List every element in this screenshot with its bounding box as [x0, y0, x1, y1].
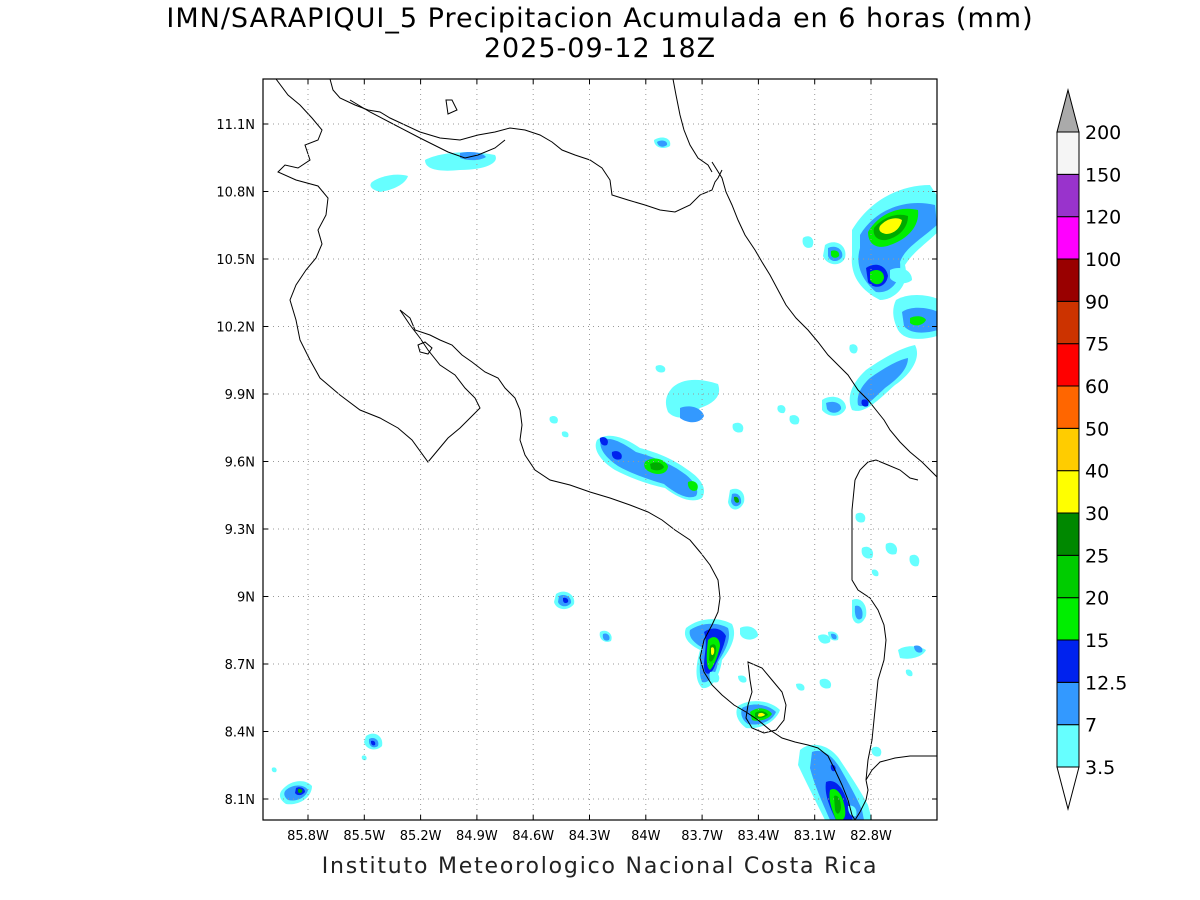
precip-cell-sw: [271, 733, 383, 805]
colorbar-label: 100: [1085, 249, 1121, 271]
colorbar-swatch: [1056, 639, 1080, 683]
lat-tick-label: 8.1N: [225, 793, 255, 808]
colorbar-over-triangle: [1056, 88, 1080, 133]
lat-tick-label: 8.4N: [225, 726, 255, 741]
coastlines: [275, 79, 937, 820]
map-valid-time: 2025-09-12 18Z: [483, 33, 717, 64]
colorbar-label: 60: [1085, 376, 1109, 398]
lat-tick-label: 11.1N: [216, 118, 255, 133]
lat-tick-label: 10.8N: [216, 186, 255, 201]
colorbar-under-triangle: [1056, 766, 1080, 811]
colorbar-label: 40: [1085, 461, 1109, 483]
colorbar-label: 25: [1085, 545, 1109, 567]
lon-tick-label: 82.8W: [850, 829, 892, 844]
lat-tick-label: 10.5N: [216, 253, 255, 268]
footer-credit: Instituto Meteorologico Nacional Costa R…: [321, 854, 879, 879]
colorbar-label: 3.5: [1085, 757, 1115, 779]
lon-tick-label: 85.2W: [400, 829, 442, 844]
lon-tick-label: 84.3W: [569, 829, 611, 844]
lon-tick-label: 84W: [631, 829, 661, 844]
colorbar-swatch: [1056, 343, 1080, 387]
lat-tick-label: 8.7N: [225, 658, 255, 673]
lat-tick-label: 10.2N: [216, 321, 255, 336]
precip-field: [271, 137, 937, 820]
colorbar-swatch: [1056, 216, 1080, 260]
colorbar-swatch: [1056, 131, 1080, 175]
lon-tick-label: 83.4W: [737, 829, 779, 844]
colorbar-swatch: [1056, 385, 1080, 429]
colorbar-label: 20: [1085, 588, 1109, 610]
precip-cell-ne-2: [822, 344, 918, 416]
lat-tick-label: 9N: [237, 591, 255, 606]
precip-cell-central: [549, 365, 800, 510]
colorbar-swatch: [1056, 512, 1080, 556]
colorbar-swatch: [1056, 681, 1080, 726]
colorbar-swatch: [1056, 173, 1080, 218]
map-title: IMN/SARAPIQUI_5 Precipitacion Acumulada …: [166, 3, 1034, 34]
axes: 85.8W 85.5W 85.2W 84.9W 84.6W 84.3W 84W 83.7W 83…: [216, 79, 937, 844]
colorbar: 3.5 7 12.5 15 20 25 30 40 50 60 75 90 100 120 150 200: [1056, 88, 1127, 811]
colorbar-label: 200: [1085, 122, 1121, 144]
colorbar-label: 12.5: [1085, 672, 1127, 694]
plot-frame: [262, 78, 938, 821]
colorbar-swatch: [1056, 470, 1080, 514]
colorbar-label: 15: [1085, 630, 1109, 652]
colorbar-swatch: [1056, 554, 1080, 599]
lat-tick-label: 9.6N: [225, 456, 255, 471]
colorbar-swatch: [1056, 427, 1080, 472]
colorbar-label: 50: [1085, 418, 1109, 440]
precip-cell-osa: [554, 591, 780, 729]
precip-cell-se: [796, 512, 926, 820]
lon-tick-label: 83.7W: [681, 829, 723, 844]
precip-cell-ne-1: [802, 185, 937, 339]
colorbar-swatch: [1056, 724, 1080, 768]
colorbar-label: 90: [1085, 291, 1109, 313]
colorbar-swatch: [1056, 258, 1080, 302]
colorbar-label: 150: [1085, 164, 1121, 186]
colorbar-swatch: [1056, 300, 1080, 345]
lon-tick-label: 85.8W: [287, 829, 329, 844]
lon-tick-label: 85.5W: [343, 829, 385, 844]
lon-tick-label: 84.6W: [512, 829, 554, 844]
colorbar-label: 75: [1085, 334, 1109, 356]
colorbar-label: 7: [1085, 715, 1097, 737]
colorbar-label: 30: [1085, 503, 1109, 525]
lon-tick-label: 84.9W: [456, 829, 498, 844]
lat-tick-label: 9.9N: [225, 388, 255, 403]
lat-tick-label: 9.3N: [225, 523, 255, 538]
precip-cell-nw: [370, 137, 671, 192]
colorbar-label: 120: [1085, 207, 1121, 229]
grid-lines: [263, 79, 937, 820]
colorbar-swatch: [1056, 597, 1080, 641]
lon-tick-label: 83.1W: [794, 829, 836, 844]
